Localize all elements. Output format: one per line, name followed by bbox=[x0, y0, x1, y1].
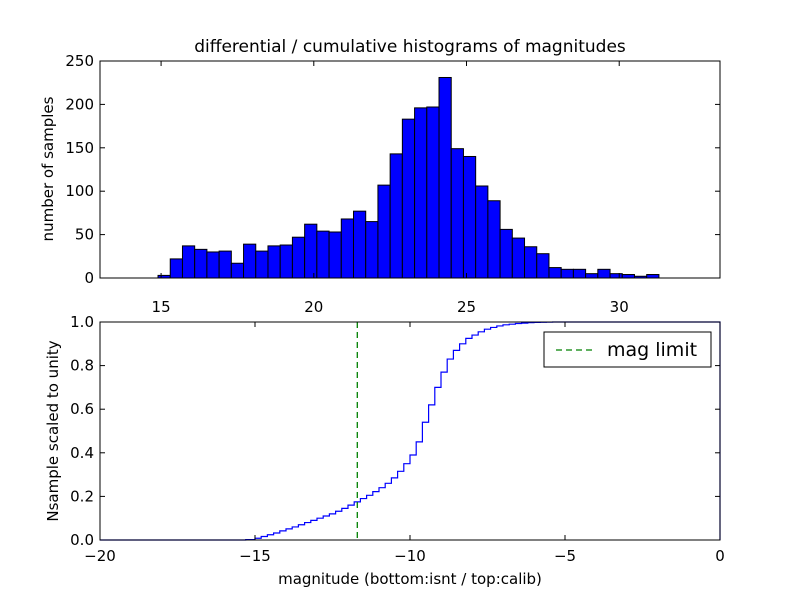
histogram-bar bbox=[279, 244, 293, 279]
bottom-y-tick-label: 0.6 bbox=[70, 400, 94, 418]
histogram-bar bbox=[365, 221, 379, 279]
histogram-bar bbox=[377, 184, 391, 279]
histogram-bar bbox=[401, 118, 416, 279]
bottom-axis-ticks: 0.0 0.2 0.4 0.6 0.8 1.0 −20 −15 −10 −5 0 bbox=[70, 313, 725, 565]
histogram-bar bbox=[316, 230, 330, 279]
top-y-tick-label: 50 bbox=[75, 226, 94, 244]
legend-mag-limit-label: mag limit bbox=[607, 339, 697, 361]
histogram-bar bbox=[243, 243, 257, 279]
histogram-bar bbox=[255, 250, 269, 279]
legend: mag limit bbox=[543, 331, 712, 368]
bottom-y-tick-label: 0.4 bbox=[70, 444, 94, 462]
histogram-bar bbox=[450, 148, 464, 279]
bottom-y-tick-label: 0.2 bbox=[70, 487, 94, 505]
top-y-tick-label: 250 bbox=[65, 52, 94, 70]
histogram-bar bbox=[181, 245, 196, 279]
histogram-bar bbox=[230, 262, 245, 279]
bottom-plot-frame bbox=[99, 321, 721, 541]
histogram-bar bbox=[572, 268, 587, 279]
histogram-bar bbox=[426, 106, 440, 279]
top-x-tick-label: 15 bbox=[152, 298, 171, 316]
histogram-bar bbox=[352, 210, 367, 279]
histogram-bar bbox=[621, 274, 635, 279]
bottom-y-tick-label: 1.0 bbox=[70, 313, 94, 331]
bottom-x-tick-label: −5 bbox=[554, 547, 576, 565]
histogram-bar bbox=[585, 273, 599, 279]
cumulative-histogram-panel: 0.0 0.2 0.4 0.6 0.8 1.0 −20 −15 −10 −5 0 mag limit… bbox=[44, 313, 725, 588]
histogram-bar bbox=[169, 258, 183, 279]
top-x-tick-label: 20 bbox=[304, 298, 323, 316]
bottom-y-tick-label: 0.8 bbox=[70, 357, 94, 375]
bottom-x-tick-label: −15 bbox=[239, 547, 271, 565]
bottom-x-tick-label: −20 bbox=[84, 547, 116, 565]
histogram-bar bbox=[291, 236, 306, 279]
chart-title: differential / cumulative histograms of … bbox=[194, 37, 626, 57]
bottom-y-tick-label: 0.0 bbox=[70, 531, 94, 549]
histogram-bar bbox=[206, 251, 220, 279]
histogram-bar bbox=[267, 245, 281, 279]
histogram-bar bbox=[414, 107, 428, 279]
histogram-bar bbox=[304, 223, 318, 279]
histogram-bar bbox=[536, 253, 550, 279]
bottom-x-tick-label: 0 bbox=[715, 547, 725, 565]
top-y-axis-label: number of samples bbox=[39, 96, 57, 241]
bottom-x-axis-label: magnitude (bottom:isnt / top:calib) bbox=[278, 570, 542, 588]
top-axis-ticks: 0 50 100 150 200 250 15 20 25 30 bbox=[65, 52, 720, 316]
histogram-bar bbox=[328, 231, 342, 279]
histogram-bar bbox=[511, 237, 526, 279]
histogram-bar bbox=[340, 218, 354, 279]
top-x-tick-label: 30 bbox=[610, 298, 629, 316]
histogram-bar bbox=[646, 274, 660, 279]
histogram-bar bbox=[548, 267, 562, 279]
histogram-bar bbox=[389, 153, 403, 279]
top-plot-frame bbox=[99, 60, 721, 279]
histogram-bar bbox=[194, 248, 208, 279]
histogram-bar bbox=[487, 200, 501, 279]
top-x-tick-label: 25 bbox=[457, 298, 476, 316]
histogram-bar bbox=[475, 185, 489, 279]
histogram-bar bbox=[597, 268, 611, 279]
histogram-bar bbox=[609, 273, 623, 279]
top-y-tick-label: 100 bbox=[65, 182, 94, 200]
histogram-bar bbox=[499, 228, 513, 279]
histogram-bar bbox=[438, 76, 452, 279]
bottom-y-axis-label: Nsample scaled to unity bbox=[44, 340, 62, 521]
histogram-bar bbox=[560, 268, 574, 279]
histogram-bar bbox=[524, 246, 538, 279]
bottom-x-tick-label: −10 bbox=[394, 547, 426, 565]
histogram-bars bbox=[157, 76, 660, 279]
top-y-tick-label: 0 bbox=[84, 269, 94, 287]
top-y-tick-label: 200 bbox=[65, 95, 94, 113]
top-y-tick-label: 150 bbox=[65, 139, 94, 157]
histogram-bar bbox=[218, 250, 232, 279]
differential-histogram-panel: differential / cumulative histograms of … bbox=[39, 37, 721, 316]
histogram-bar bbox=[462, 155, 477, 279]
